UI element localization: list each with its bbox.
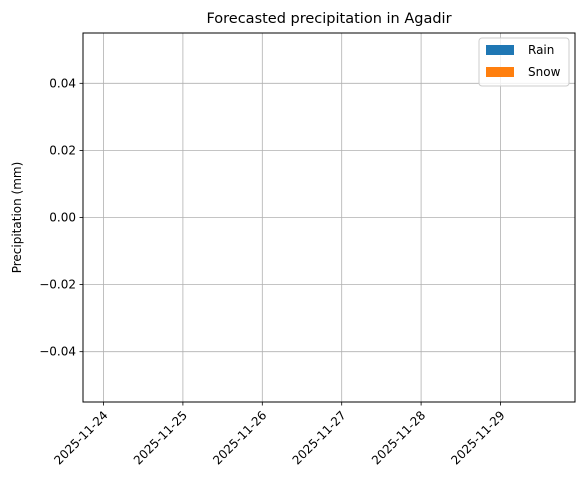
ticks-layer: −0.04 −0.02 0.00 0.02 0.04 2025-11-24 2025-11-… bbox=[39, 76, 507, 467]
grid-layer bbox=[83, 33, 575, 402]
chart-title: Forecasted precipitation in Agadir bbox=[206, 11, 451, 27]
y-axis-label: Precipitation (mm) bbox=[10, 162, 24, 274]
legend-swatch-rain bbox=[486, 45, 514, 55]
y-tick-label: 0.00 bbox=[49, 211, 76, 225]
x-tick-label: 2025-11-27 bbox=[290, 408, 349, 467]
legend-label-rain: Rain bbox=[528, 43, 554, 57]
legend-label-snow: Snow bbox=[528, 65, 561, 79]
x-tick-label: 2025-11-25 bbox=[131, 408, 190, 467]
x-tick-label: 2025-11-28 bbox=[369, 408, 428, 467]
x-tick-label: 2025-11-24 bbox=[51, 408, 110, 467]
legend-swatch-snow bbox=[486, 67, 514, 77]
y-tick-label: 0.04 bbox=[49, 76, 76, 90]
x-tick-label: 2025-11-26 bbox=[210, 408, 269, 467]
y-tick-label: −0.04 bbox=[39, 345, 76, 359]
y-tick-label: 0.02 bbox=[49, 143, 76, 157]
x-tick-label: 2025-11-29 bbox=[448, 408, 507, 467]
y-tick-label: −0.02 bbox=[39, 278, 76, 292]
legend: Rain Snow bbox=[478, 37, 570, 87]
